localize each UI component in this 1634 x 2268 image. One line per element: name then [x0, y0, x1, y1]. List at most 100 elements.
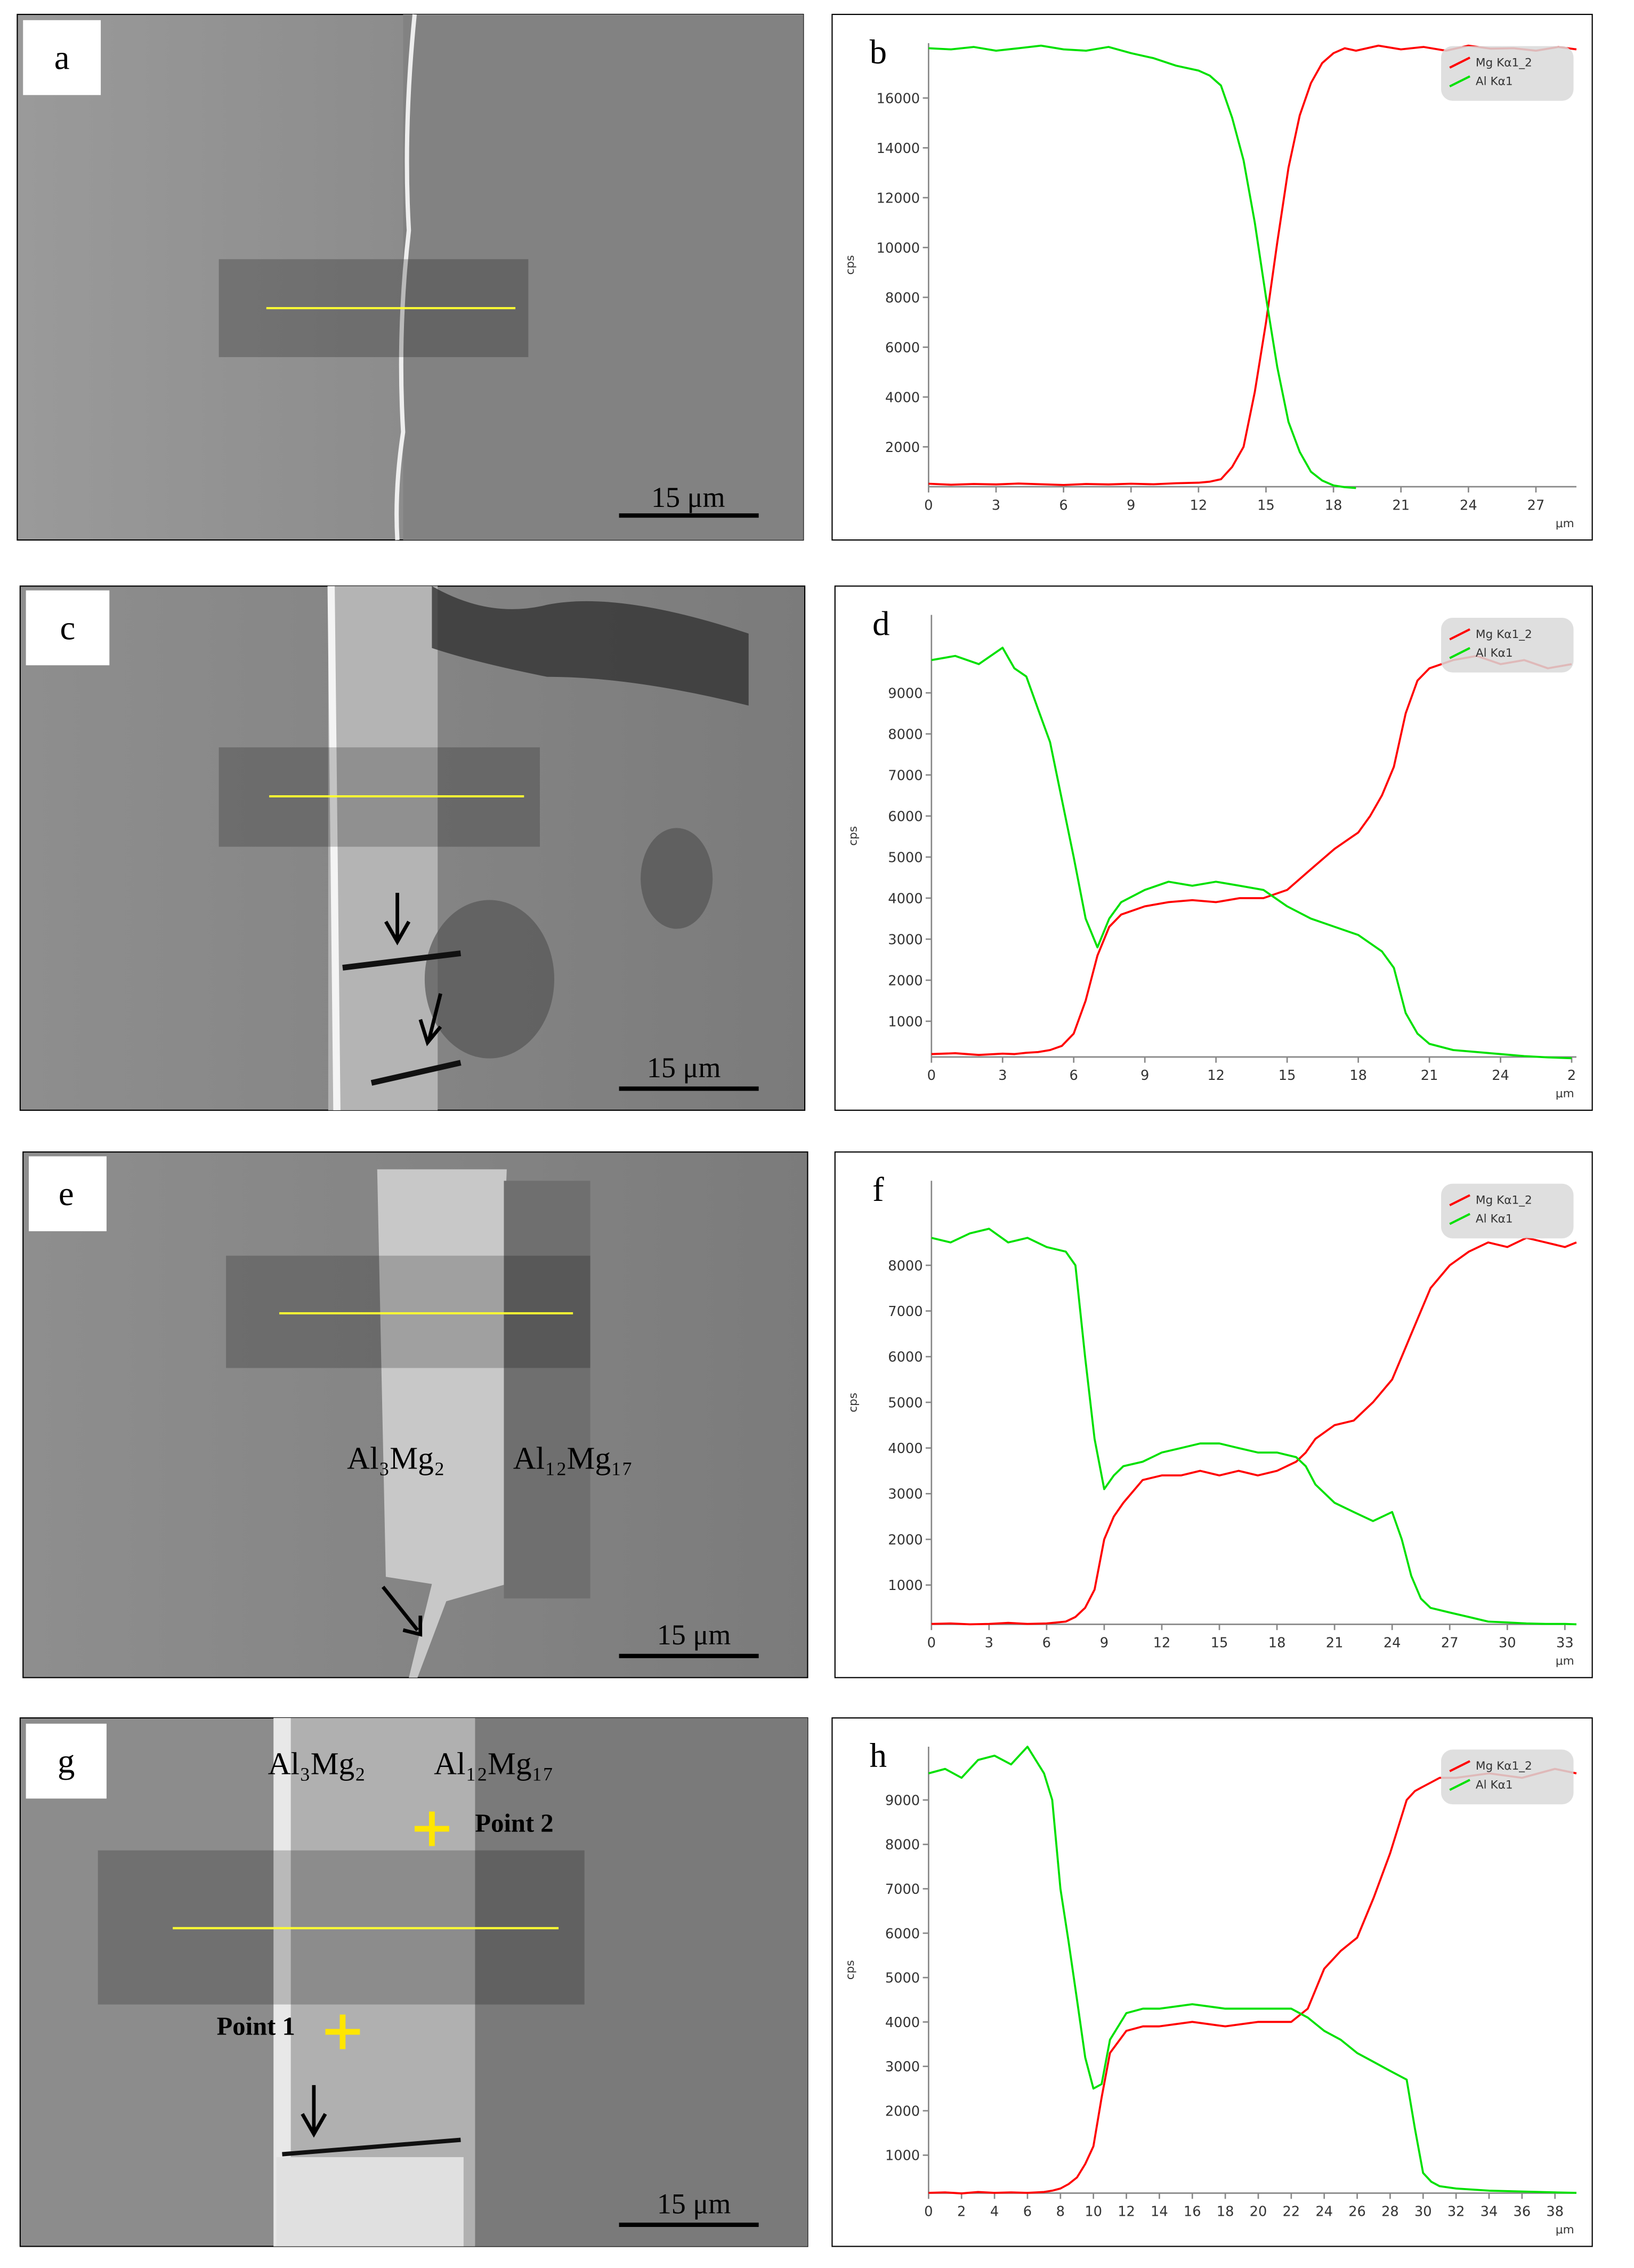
y-tick-label: 3000	[885, 2059, 920, 2075]
x-tick-label: 18	[1325, 497, 1342, 513]
x-tick-label: 9	[1127, 497, 1135, 513]
series-line	[931, 655, 1572, 1056]
dark-region	[432, 586, 749, 706]
panel-label: a	[54, 39, 70, 77]
x-tick-label: 18	[1268, 1635, 1286, 1651]
x-tick-label: 15	[1279, 1068, 1296, 1084]
scale-label: 15 μm	[657, 1619, 731, 1651]
micrograph-a: 15 μm a	[17, 13, 804, 541]
panel-label: g	[58, 1742, 75, 1781]
y-axis-label: cps	[844, 255, 857, 275]
x-tick-label: 3	[985, 1635, 993, 1651]
x-tick-label: 14	[1151, 2204, 1168, 2220]
x-tick-label: 34	[1481, 2204, 1498, 2220]
y-tick-label: 7000	[888, 768, 923, 784]
crack	[342, 950, 462, 1086]
x-axis-label: μm	[1556, 1087, 1574, 1101]
legend-label: Al Kα1	[1476, 1213, 1513, 1226]
x-tick-label: 4	[990, 2204, 999, 2220]
y-tick-label: 2000	[885, 2103, 920, 2119]
series-line	[931, 647, 1572, 1060]
phase-band	[504, 1181, 590, 1599]
legend-label: Al Kα1	[1476, 1778, 1513, 1791]
y-tick-label: 8000	[885, 290, 920, 306]
panel-label: d	[872, 604, 889, 643]
x-tick-label: 3	[992, 497, 1000, 513]
x-tick-label: 12	[1190, 497, 1208, 513]
x-tick-label: 0	[927, 1635, 936, 1651]
legend-label: Mg Kα1_2	[1476, 1759, 1532, 1773]
phase-label: Al₁₂Mg₁₇	[434, 1746, 554, 1781]
x-tick-label: 3	[998, 1068, 1007, 1084]
x-tick-label: 24	[1492, 1068, 1509, 1084]
legend-label: Al Kα1	[1476, 647, 1513, 660]
x-tick-label: 24	[1460, 497, 1477, 513]
legend-swatch	[1449, 1194, 1470, 1207]
legend-box	[1441, 617, 1574, 673]
y-tick-label: 1000	[888, 1014, 923, 1030]
x-tick-label: 15	[1257, 497, 1275, 513]
legend-swatch	[1449, 1760, 1470, 1772]
x-tick-label: 24	[1384, 1635, 1401, 1651]
y-axis-label: cps	[844, 1960, 857, 1980]
point-marker	[325, 1811, 449, 2049]
y-tick-label: 5000	[885, 1971, 920, 1987]
x-tick-label: 21	[1421, 1068, 1438, 1084]
arrow	[381, 1586, 423, 1637]
scale-label: 15 μm	[647, 1052, 721, 1084]
y-tick-label: 4000	[888, 1441, 923, 1457]
y-tick-label: 9000	[885, 1793, 920, 1809]
y-axis-label: cps	[846, 826, 860, 846]
dark-region	[424, 900, 555, 1059]
y-tick-label: 7000	[888, 1304, 923, 1320]
legend-swatch	[1449, 647, 1470, 659]
x-tick-label: 18	[1349, 1068, 1367, 1084]
x-tick-label: 8	[1056, 2204, 1065, 2220]
chart-frame	[834, 1151, 1593, 1678]
y-tick-label: 8000	[888, 1258, 923, 1274]
x-tick-label: 16	[1184, 2204, 1201, 2220]
y-tick-label: 12000	[877, 190, 920, 206]
arrow	[384, 892, 442, 1046]
y-axis-label: cps	[846, 1393, 860, 1413]
x-tick-label: 6	[1023, 2204, 1032, 2220]
label-box	[26, 590, 110, 666]
x-tick-label: 18	[1217, 2204, 1234, 2220]
x-tick-label: 24	[1315, 2204, 1333, 2220]
legend-swatch	[1449, 1779, 1470, 1791]
chart: 1000 2000 3000 4000 5000 6000 7000 8000 9000 0 3 6 9…	[834, 585, 1593, 1111]
x-tick-label: 21	[1326, 1635, 1344, 1651]
y-tick-label: 6000	[885, 340, 920, 356]
y-tick-label: 9000	[888, 685, 923, 701]
x-tick-label: 27	[1527, 497, 1545, 513]
label-box	[29, 1156, 107, 1231]
y-tick-label: 6000	[888, 1350, 923, 1366]
chart: 1000 2000 3000 4000 5000 6000 7000 8000 0 3 6 9 12 15…	[834, 1151, 1593, 1678]
crack	[282, 2137, 461, 2157]
series-line	[928, 1746, 1576, 2194]
x-tick-label: 6	[1070, 1068, 1078, 1084]
y-tick-label: 8000	[885, 1837, 920, 1853]
interface	[394, 14, 417, 540]
y-tick-label: 8000	[888, 727, 923, 742]
legend-box	[1441, 46, 1574, 101]
y-tick-label: 3000	[888, 932, 923, 948]
y-tick-label: 4000	[885, 2015, 920, 2031]
x-tick-label: 2	[957, 2204, 966, 2220]
series-line	[931, 1228, 1577, 1626]
chart-frame	[831, 13, 1593, 541]
y-tick-label: 6000	[888, 809, 923, 825]
region	[403, 14, 804, 540]
point-label: Point 1	[217, 2012, 295, 2040]
y-tick-label: 16000	[877, 91, 920, 107]
label-box	[26, 1723, 107, 1799]
arrow	[301, 2085, 327, 2138]
x-tick-label: 15	[1211, 1635, 1228, 1651]
x-tick-label: 12	[1207, 1068, 1225, 1084]
x-tick-label: 36	[1514, 2204, 1531, 2220]
x-tick-label: 9	[1140, 1068, 1149, 1084]
scale-label: 15 μm	[657, 2188, 731, 2219]
panel-label: b	[870, 33, 887, 71]
phase-band	[328, 586, 438, 1110]
